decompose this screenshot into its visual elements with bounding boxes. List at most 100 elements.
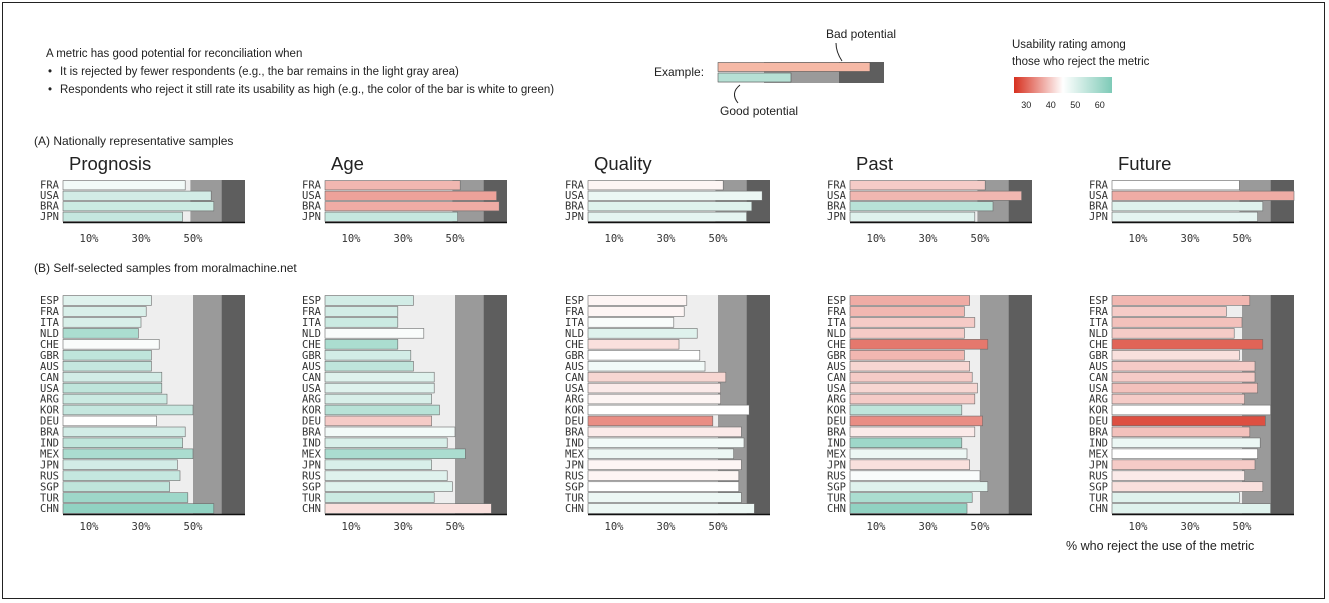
- bar-fra-future: [1111, 180, 1240, 191]
- country-label-fra: FRA: [1089, 306, 1109, 318]
- bar-fra-quality: [587, 306, 685, 317]
- x-tick-30pct: 30%: [394, 233, 414, 245]
- bar-chn-future: [1111, 503, 1271, 514]
- country-label-tur: TUR: [1089, 492, 1109, 504]
- country-label-sgp: SGP: [1089, 481, 1108, 493]
- country-label-gbr: GBR: [1089, 350, 1109, 362]
- legend-bullet-1: •: [48, 66, 52, 78]
- country-label-chn: CHN: [827, 503, 846, 515]
- bar-sgp-future: [1111, 481, 1264, 492]
- country-label-che: CHE: [40, 339, 59, 351]
- bar-deu-past: [849, 415, 983, 427]
- country-label-can: CAN: [827, 372, 846, 384]
- country-label-gbr: GBR: [827, 350, 847, 362]
- country-label-tur: TUR: [302, 492, 322, 504]
- country-label-jpn: JPN: [40, 459, 59, 471]
- country-label-fra: FRA: [565, 306, 585, 318]
- zone-mid: [455, 295, 484, 514]
- country-label-usa: USA: [565, 190, 585, 202]
- bar-jpn-future: [1111, 211, 1258, 222]
- bar-jpn-future: [1111, 459, 1256, 470]
- country-label-tur: TUR: [565, 492, 585, 504]
- bar-bra-prognosis: [62, 426, 186, 438]
- bar-kor-past: [849, 404, 963, 416]
- bar-fra-prognosis: [62, 306, 147, 317]
- country-label-rus: RUS: [1089, 470, 1108, 482]
- country-label-fra: FRA: [565, 180, 585, 192]
- bar-arg-quality: [587, 393, 721, 405]
- country-label-bra: BRA: [1089, 201, 1109, 213]
- bar-mex-prognosis: [62, 448, 194, 459]
- bar-ita-prognosis: [62, 317, 142, 328]
- country-label-aus: AUS: [40, 361, 59, 373]
- country-label-mex: MEX: [40, 448, 60, 460]
- country-label-jpn: JPN: [565, 211, 584, 223]
- bar-bra-past: [849, 426, 976, 438]
- bar-bra-prognosis: [62, 201, 215, 212]
- metric-title-future: Future: [1118, 153, 1171, 174]
- country-label-can: CAN: [40, 372, 59, 384]
- bar-esp-prognosis: [62, 295, 152, 306]
- country-label-fra: FRA: [827, 306, 847, 318]
- country-label-aus: AUS: [302, 361, 321, 373]
- x-tick-30pct: 30%: [919, 521, 939, 533]
- bar-nld-prognosis: [62, 328, 139, 339]
- x-tick-50pct: 50%: [446, 233, 466, 245]
- zone-light: [1112, 295, 1242, 514]
- country-label-rus: RUS: [565, 470, 584, 482]
- zone-light: [63, 295, 193, 514]
- bar-tur-quality: [587, 492, 742, 503]
- country-label-jpn: JPN: [302, 211, 321, 223]
- bar-che-quality: [587, 339, 680, 350]
- bar-ind-quality: [587, 437, 745, 449]
- country-label-fra: FRA: [40, 180, 60, 192]
- country-label-gbr: GBR: [302, 350, 322, 362]
- bar-sgp-quality: [587, 481, 740, 492]
- x-tick-30pct: 30%: [657, 521, 677, 533]
- x-tick-30pct: 30%: [657, 233, 677, 245]
- bar-gbr-prognosis: [62, 350, 152, 361]
- bar-usa-past: [849, 382, 978, 394]
- colorbar-tick-60: 60: [1095, 100, 1105, 110]
- country-label-bra: BRA: [565, 201, 585, 213]
- bar-nld-quality: [587, 328, 698, 339]
- country-label-sgp: SGP: [565, 481, 584, 493]
- bar-jpn-prognosis: [62, 211, 183, 222]
- bar-tur-past: [849, 492, 973, 503]
- country-label-sgp: SGP: [302, 481, 321, 493]
- country-label-arg: ARG: [302, 394, 321, 406]
- bar-rus-future: [1111, 470, 1245, 481]
- bar-aus-past: [849, 360, 970, 372]
- country-label-deu: DEU: [1089, 416, 1108, 428]
- bar-sgp-past: [849, 481, 989, 492]
- bar-rus-quality: [587, 470, 740, 481]
- country-label-kor: KOR: [827, 405, 847, 417]
- country-label-fra: FRA: [40, 306, 60, 318]
- panel-b-prognosis: ESPFRAITANLDCHEGBRAUSCANUSAARGKORDEUBRAI…: [40, 295, 245, 533]
- section-a-title: (A) Nationally representative samples: [34, 134, 233, 148]
- bar-fra-quality: [587, 180, 724, 191]
- country-label-usa: USA: [1089, 190, 1109, 202]
- bar-jpn-age: [324, 459, 432, 470]
- country-label-bra: BRA: [302, 201, 322, 213]
- country-label-arg: ARG: [565, 394, 584, 406]
- country-label-bra: BRA: [827, 201, 847, 213]
- bar-chn-prognosis: [62, 503, 215, 514]
- country-label-nld: NLD: [1089, 328, 1108, 340]
- country-label-chn: CHN: [1089, 503, 1108, 515]
- country-label-deu: DEU: [827, 416, 846, 428]
- bar-arg-future: [1111, 393, 1245, 405]
- country-label-ind: IND: [1089, 438, 1108, 450]
- panel-b-past: ESPFRAITANLDCHEGBRAUSCANUSAARGKORDEUBRAI…: [827, 295, 1032, 533]
- colorbar-tick-50: 50: [1070, 100, 1080, 110]
- country-label-deu: DEU: [40, 416, 59, 428]
- country-label-ind: IND: [565, 438, 584, 450]
- country-label-jpn: JPN: [827, 211, 846, 223]
- bar-tur-age: [324, 492, 435, 503]
- bar-gbr-future: [1111, 350, 1240, 361]
- bar-ita-age: [324, 317, 399, 328]
- country-label-mex: MEX: [302, 448, 322, 460]
- bar-arg-prognosis: [62, 393, 168, 405]
- bar-sgp-prognosis: [62, 481, 170, 492]
